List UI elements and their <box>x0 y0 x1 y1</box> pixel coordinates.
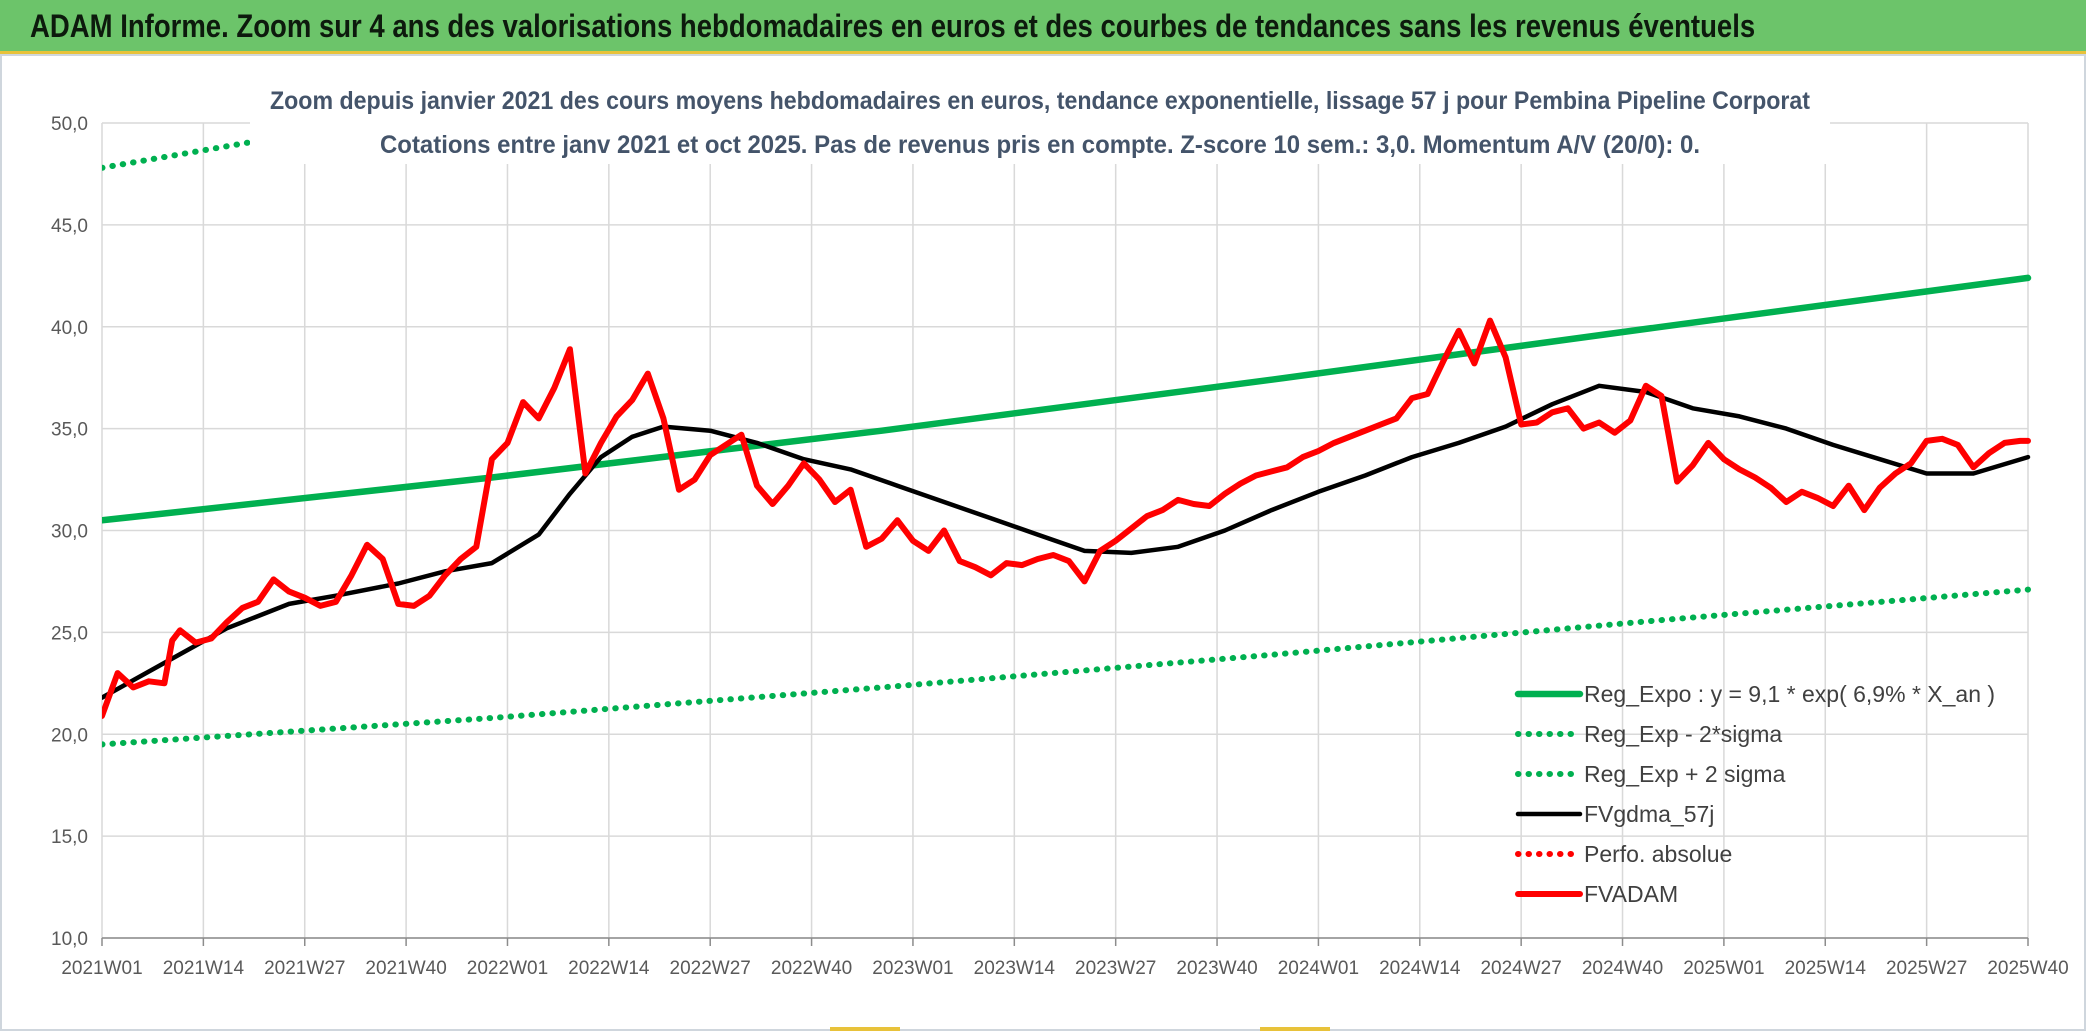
x-axis: 2021W01 2021W14 2021W27 2021W40 2022W01 2022W… <box>61 937 2069 979</box>
x-tick-label: 2025W40 <box>1987 958 2068 979</box>
x-tick-label: 2022W01 <box>467 958 548 979</box>
legend-label: Reg_Exp - 2*sigma <box>1584 721 1782 747</box>
series-line-fvadam <box>102 317 2031 719</box>
y-tick-label: 50,0 <box>51 114 88 135</box>
plot-area <box>102 121 2032 748</box>
legend: Reg_Expo : y = 9,1 * exp( 6,9% * X_an ) R… <box>1514 681 1995 907</box>
report-title: ADAM Informe. Zoom sur 4 ans des valoris… <box>30 8 1756 44</box>
x-tick-label: 2025W14 <box>1785 958 1867 979</box>
footer-accent-right <box>1260 1027 1330 1031</box>
y-tick-label: 25,0 <box>51 623 88 644</box>
y-tick-label: 45,0 <box>51 216 88 237</box>
x-tick-label: 2023W40 <box>1176 958 1257 979</box>
series-line-fvgdma-57j <box>102 383 2031 700</box>
legend-label: FVADAM <box>1584 881 1678 907</box>
series-line-reg-expo-y-9-1-exp-6-9-x-an <box>102 274 2032 524</box>
chart-frame <box>0 54 2086 1031</box>
report-banner: ADAM Informe. Zoom sur 4 ans des valoris… <box>0 0 2086 54</box>
y-tick-label: 30,0 <box>51 522 88 543</box>
grid-lines <box>101 122 2029 939</box>
legend-label: Reg_Exp + 2 sigma <box>1584 761 1786 787</box>
x-tick-label: 2023W01 <box>872 958 953 979</box>
x-tick-label: 2022W40 <box>771 958 852 979</box>
x-tick-label: 2024W40 <box>1582 958 1663 979</box>
x-tick-label: 2025W27 <box>1886 958 1967 979</box>
y-tick-label: 15,0 <box>51 827 88 848</box>
y-axis: 10,0 15,0 20,0 25,0 30,0 35,0 40,0 45,0 50,0 <box>51 114 88 950</box>
x-tick-label: 2024W14 <box>1379 958 1461 979</box>
x-tick-label: 2023W27 <box>1075 958 1156 979</box>
title-box <box>250 66 1830 164</box>
x-tick-label: 2021W40 <box>365 958 446 979</box>
series-line-reg-exp-2-sigma <box>102 586 2031 748</box>
y-tick-label: 35,0 <box>51 420 88 441</box>
x-tick-label: 2024W27 <box>1480 958 1561 979</box>
x-tick-label: 2025W01 <box>1683 958 1764 979</box>
y-tick-label: 40,0 <box>51 318 88 339</box>
footer-accent-left <box>830 1027 900 1031</box>
legend-label: Reg_Expo : y = 9,1 * exp( 6,9% * X_an ) <box>1584 681 1995 707</box>
legend-label: Perfo. absolue <box>1584 841 1732 867</box>
chart-subtitle: Cotations entre janv 2021 et oct 2025. P… <box>380 131 1700 159</box>
x-tick-label: 2024W01 <box>1278 958 1359 979</box>
x-tick-label: 2021W27 <box>264 958 345 979</box>
legend-label: FVgdma_57j <box>1584 801 1714 827</box>
x-tick-label: 2023W14 <box>974 958 1056 979</box>
x-tick-label: 2021W01 <box>61 958 142 979</box>
y-tick-label: 20,0 <box>51 725 88 746</box>
x-tick-label: 2022W27 <box>670 958 751 979</box>
y-tick-label: 10,0 <box>51 929 88 950</box>
x-tick-label: 2022W14 <box>568 958 650 979</box>
x-tick-label: 2021W14 <box>163 958 245 979</box>
chart-title: Zoom depuis janvier 2021 des cours moyen… <box>270 87 1811 115</box>
